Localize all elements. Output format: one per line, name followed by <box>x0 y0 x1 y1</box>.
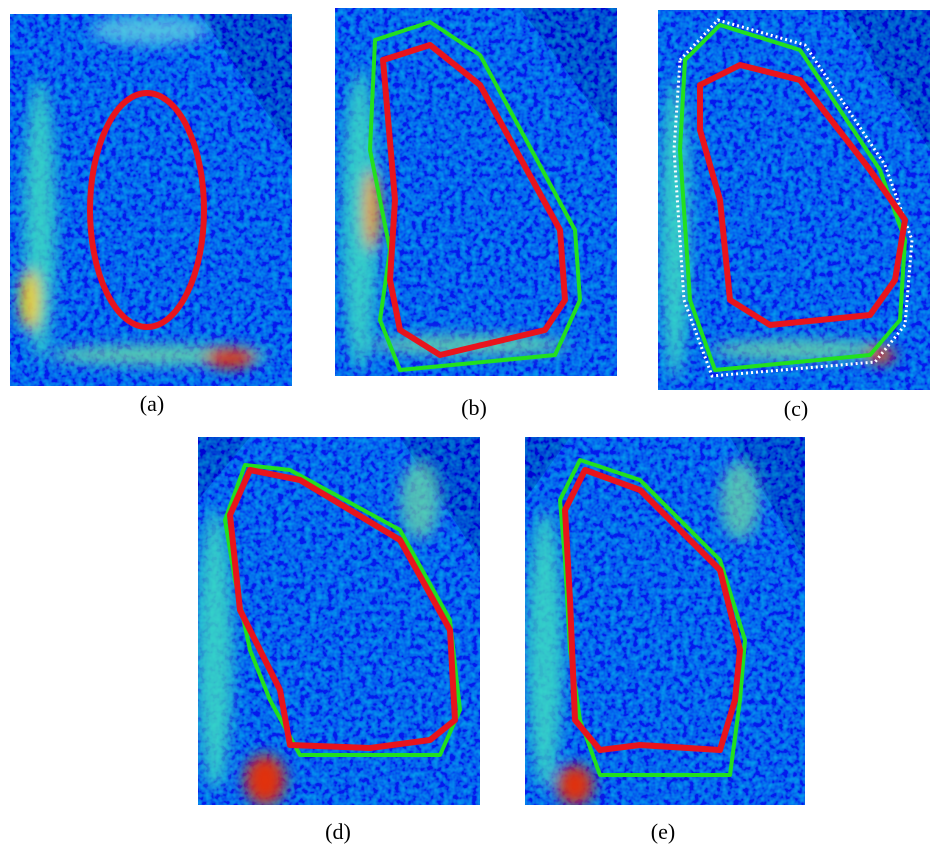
panel-label: (c) <box>784 396 808 421</box>
panel-image <box>335 8 617 376</box>
panel-image <box>198 437 480 805</box>
panel-label: (a) <box>140 391 164 416</box>
panel-label: (d) <box>325 819 351 844</box>
panel-label: (b) <box>461 395 487 420</box>
panel-image <box>10 14 292 386</box>
panel-image <box>658 10 930 390</box>
panel-label: (e) <box>651 819 675 844</box>
panel-image <box>525 437 805 805</box>
